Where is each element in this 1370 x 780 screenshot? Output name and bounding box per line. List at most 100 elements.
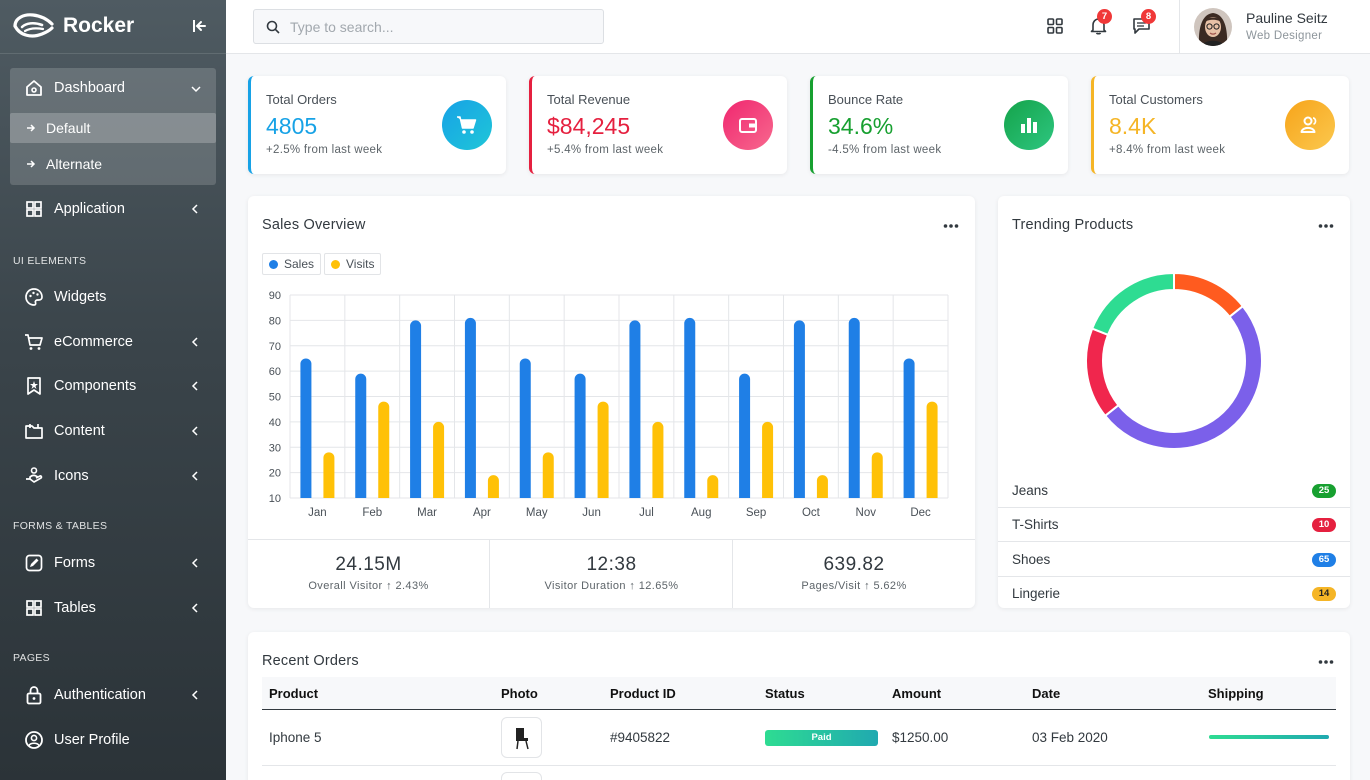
kpi-change: 12.65%: [638, 580, 679, 592]
sidebar-item-dashboard[interactable]: Dashboard: [10, 68, 216, 108]
arrow-up-icon: ↑: [864, 580, 870, 592]
stat-title: Total Revenue: [547, 92, 631, 107]
column-header[interactable]: Photo: [501, 686, 538, 701]
apps-grid-icon[interactable]: [1046, 17, 1064, 35]
sales-bar: [903, 358, 915, 498]
y-tick-label: 50: [269, 392, 281, 404]
sidebar-item-application[interactable]: Application: [10, 189, 216, 229]
sales-bar: [793, 320, 805, 498]
timeline-icon: [24, 775, 44, 780]
sidebar-item-ecommerce[interactable]: eCommerce: [10, 322, 216, 362]
trending-item[interactable]: Jeans 25: [998, 474, 1350, 508]
column-header[interactable]: Product: [269, 686, 319, 701]
column-header[interactable]: Date: [1032, 686, 1061, 701]
donut-slice[interactable]: [1173, 271, 1245, 319]
legend-label: Visits: [346, 257, 375, 271]
kpi-visitor-duration: 12:38 Visitor Duration ↑ 12.65%: [490, 540, 733, 608]
column-header[interactable]: Product ID: [610, 686, 676, 701]
cart-icon: [442, 100, 492, 150]
sidebar-item-tables[interactable]: Tables: [10, 588, 216, 628]
visits-bar: [378, 401, 390, 498]
visits-bar: [762, 421, 774, 498]
section-ui-elements: UI ELEMENTS: [13, 255, 87, 267]
trending-label: T-Shirts: [1012, 517, 1059, 532]
sidebar-item-authentication[interactable]: Authentication: [10, 675, 216, 715]
divider: [489, 540, 490, 608]
x-tick-label: May: [526, 507, 548, 519]
legend-sales[interactable]: Sales: [262, 253, 322, 275]
sidebar-item-icons[interactable]: Icons: [10, 456, 216, 496]
messages-badge: 8: [1141, 9, 1156, 24]
sidebar-item-components[interactable]: Components: [10, 366, 216, 406]
chevron-left-icon: [191, 603, 198, 613]
trending-label: Shoes: [1012, 552, 1051, 567]
home-icon: [26, 80, 42, 96]
kpi-value: 639.82: [823, 554, 885, 575]
product-photo[interactable]: [501, 717, 542, 758]
sidebar-item-label: Content: [54, 423, 105, 439]
sidebar-item-forms[interactable]: Forms: [10, 543, 216, 583]
shipping-progress-fill: [1209, 735, 1329, 739]
topbar: 7 8 Pauline Seitz Web Designer: [226, 0, 1370, 54]
brand: Rocker: [0, 0, 226, 54]
sidebar-item-content[interactable]: Content: [10, 411, 216, 451]
sales-bar: [574, 373, 586, 498]
trending-item[interactable]: T-Shirts 10: [998, 508, 1350, 542]
count-badge: 65: [1312, 553, 1336, 567]
sidebar-subitem-default[interactable]: Default: [10, 113, 216, 143]
sidebar-subitem-label: Alternate: [46, 156, 103, 172]
sidebar-item-label: Icons: [54, 468, 89, 484]
y-tick-label: 10: [269, 493, 281, 505]
stat-change: -4.5% from last week: [828, 144, 942, 156]
sidebar-item-label: Authentication: [54, 687, 146, 703]
collapse-sidebar-icon[interactable]: [190, 16, 210, 36]
user-menu[interactable]: Pauline Seitz Web Designer: [1179, 0, 1370, 54]
search-input[interactable]: [290, 10, 590, 43]
legend-visits[interactable]: Visits: [324, 253, 382, 275]
y-tick-label: 20: [269, 468, 281, 480]
x-tick-label: Sep: [746, 507, 766, 519]
chevron-left-icon: [191, 558, 198, 568]
trending-item[interactable]: Shoes 65: [998, 543, 1350, 577]
stat-title: Total Customers: [1109, 92, 1203, 107]
sales-bar: [355, 373, 367, 498]
recent-orders-card: Recent Orders: [248, 632, 1350, 780]
chevron-left-icon: [191, 204, 198, 214]
visits-bar: [871, 452, 883, 498]
sales-bar: [300, 358, 312, 498]
search-icon: [266, 20, 280, 34]
more-options-icon[interactable]: [943, 223, 959, 229]
brand-name: Rocker: [63, 14, 135, 37]
stat-value: $84,245: [547, 113, 631, 139]
sidebar-item-label: eCommerce: [54, 334, 133, 350]
card-title: Recent Orders: [262, 653, 359, 669]
product-photo[interactable]: [501, 772, 542, 780]
product-id: #9405822: [610, 730, 671, 745]
kpi-change: 5.62%: [873, 580, 907, 592]
sidebar: Rocker Dashboard Default Alternate Appli…: [0, 0, 226, 780]
user-circle-icon: [25, 731, 43, 749]
y-tick-label: 90: [269, 290, 281, 302]
donut-slice[interactable]: [1085, 327, 1120, 418]
donut-slice[interactable]: [1090, 271, 1175, 337]
sidebar-item-user-profile[interactable]: User Profile: [10, 720, 216, 760]
column-header[interactable]: Amount: [892, 686, 942, 701]
more-options-icon[interactable]: [1318, 659, 1334, 665]
sidebar-item-timeline[interactable]: [10, 765, 216, 780]
search-box: [253, 9, 604, 44]
more-options-icon[interactable]: [1318, 223, 1334, 229]
x-tick-label: Jan: [308, 507, 327, 519]
donut-slice[interactable]: [1103, 304, 1263, 450]
column-header[interactable]: Status: [765, 686, 805, 701]
visits-bar: [816, 475, 828, 498]
logo-icon: [13, 13, 54, 38]
column-header[interactable]: Shipping: [1208, 686, 1264, 701]
sidebar-subitem-alternate[interactable]: Alternate: [10, 149, 216, 179]
stat-value: 34.6%: [828, 113, 894, 139]
sidebar-item-widgets[interactable]: Widgets: [10, 277, 216, 317]
stat-card-bounce: Bounce Rate 34.6% -4.5% from last week: [810, 76, 1068, 174]
trending-item[interactable]: Lingerie 14: [998, 577, 1350, 611]
grid-icon: [26, 600, 42, 616]
arrow-right-icon: [27, 124, 36, 132]
legend-label: Sales: [284, 257, 315, 271]
